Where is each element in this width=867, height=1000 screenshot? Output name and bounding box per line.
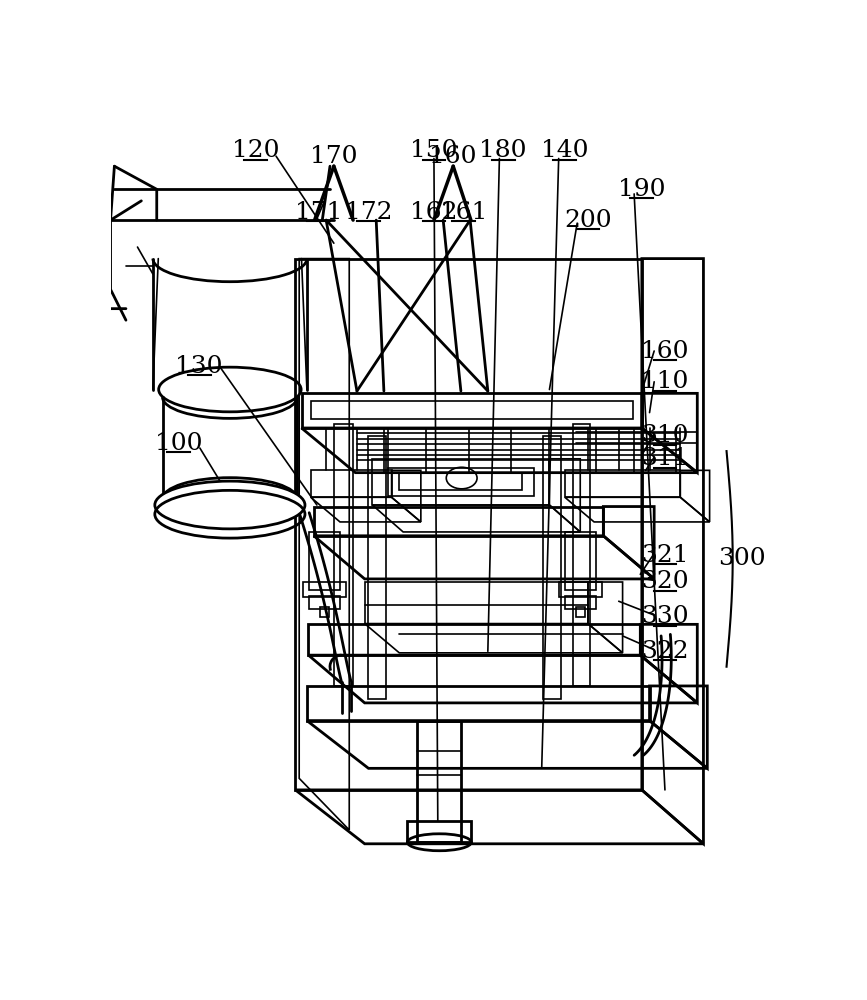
Text: 140: 140 xyxy=(541,139,589,162)
Text: 180: 180 xyxy=(479,139,527,162)
Text: 200: 200 xyxy=(564,209,612,232)
Text: 310: 310 xyxy=(642,424,688,447)
Text: 160: 160 xyxy=(429,145,477,168)
Text: 162: 162 xyxy=(410,201,458,224)
Text: 130: 130 xyxy=(175,355,223,378)
Text: 100: 100 xyxy=(154,432,202,455)
Text: 321: 321 xyxy=(642,544,688,567)
Text: 300: 300 xyxy=(718,547,766,570)
Text: 171: 171 xyxy=(295,201,342,224)
Ellipse shape xyxy=(155,481,305,529)
Text: 161: 161 xyxy=(440,201,487,224)
Text: 150: 150 xyxy=(410,139,458,162)
Text: 320: 320 xyxy=(641,570,688,593)
Text: 322: 322 xyxy=(641,640,688,663)
Text: 110: 110 xyxy=(642,370,688,393)
Text: 120: 120 xyxy=(231,139,279,162)
Text: 311: 311 xyxy=(642,447,688,470)
Text: 330: 330 xyxy=(641,605,688,628)
Text: 170: 170 xyxy=(310,145,357,168)
Text: 160: 160 xyxy=(642,340,688,362)
Text: 172: 172 xyxy=(345,201,392,224)
Text: 190: 190 xyxy=(618,178,666,201)
